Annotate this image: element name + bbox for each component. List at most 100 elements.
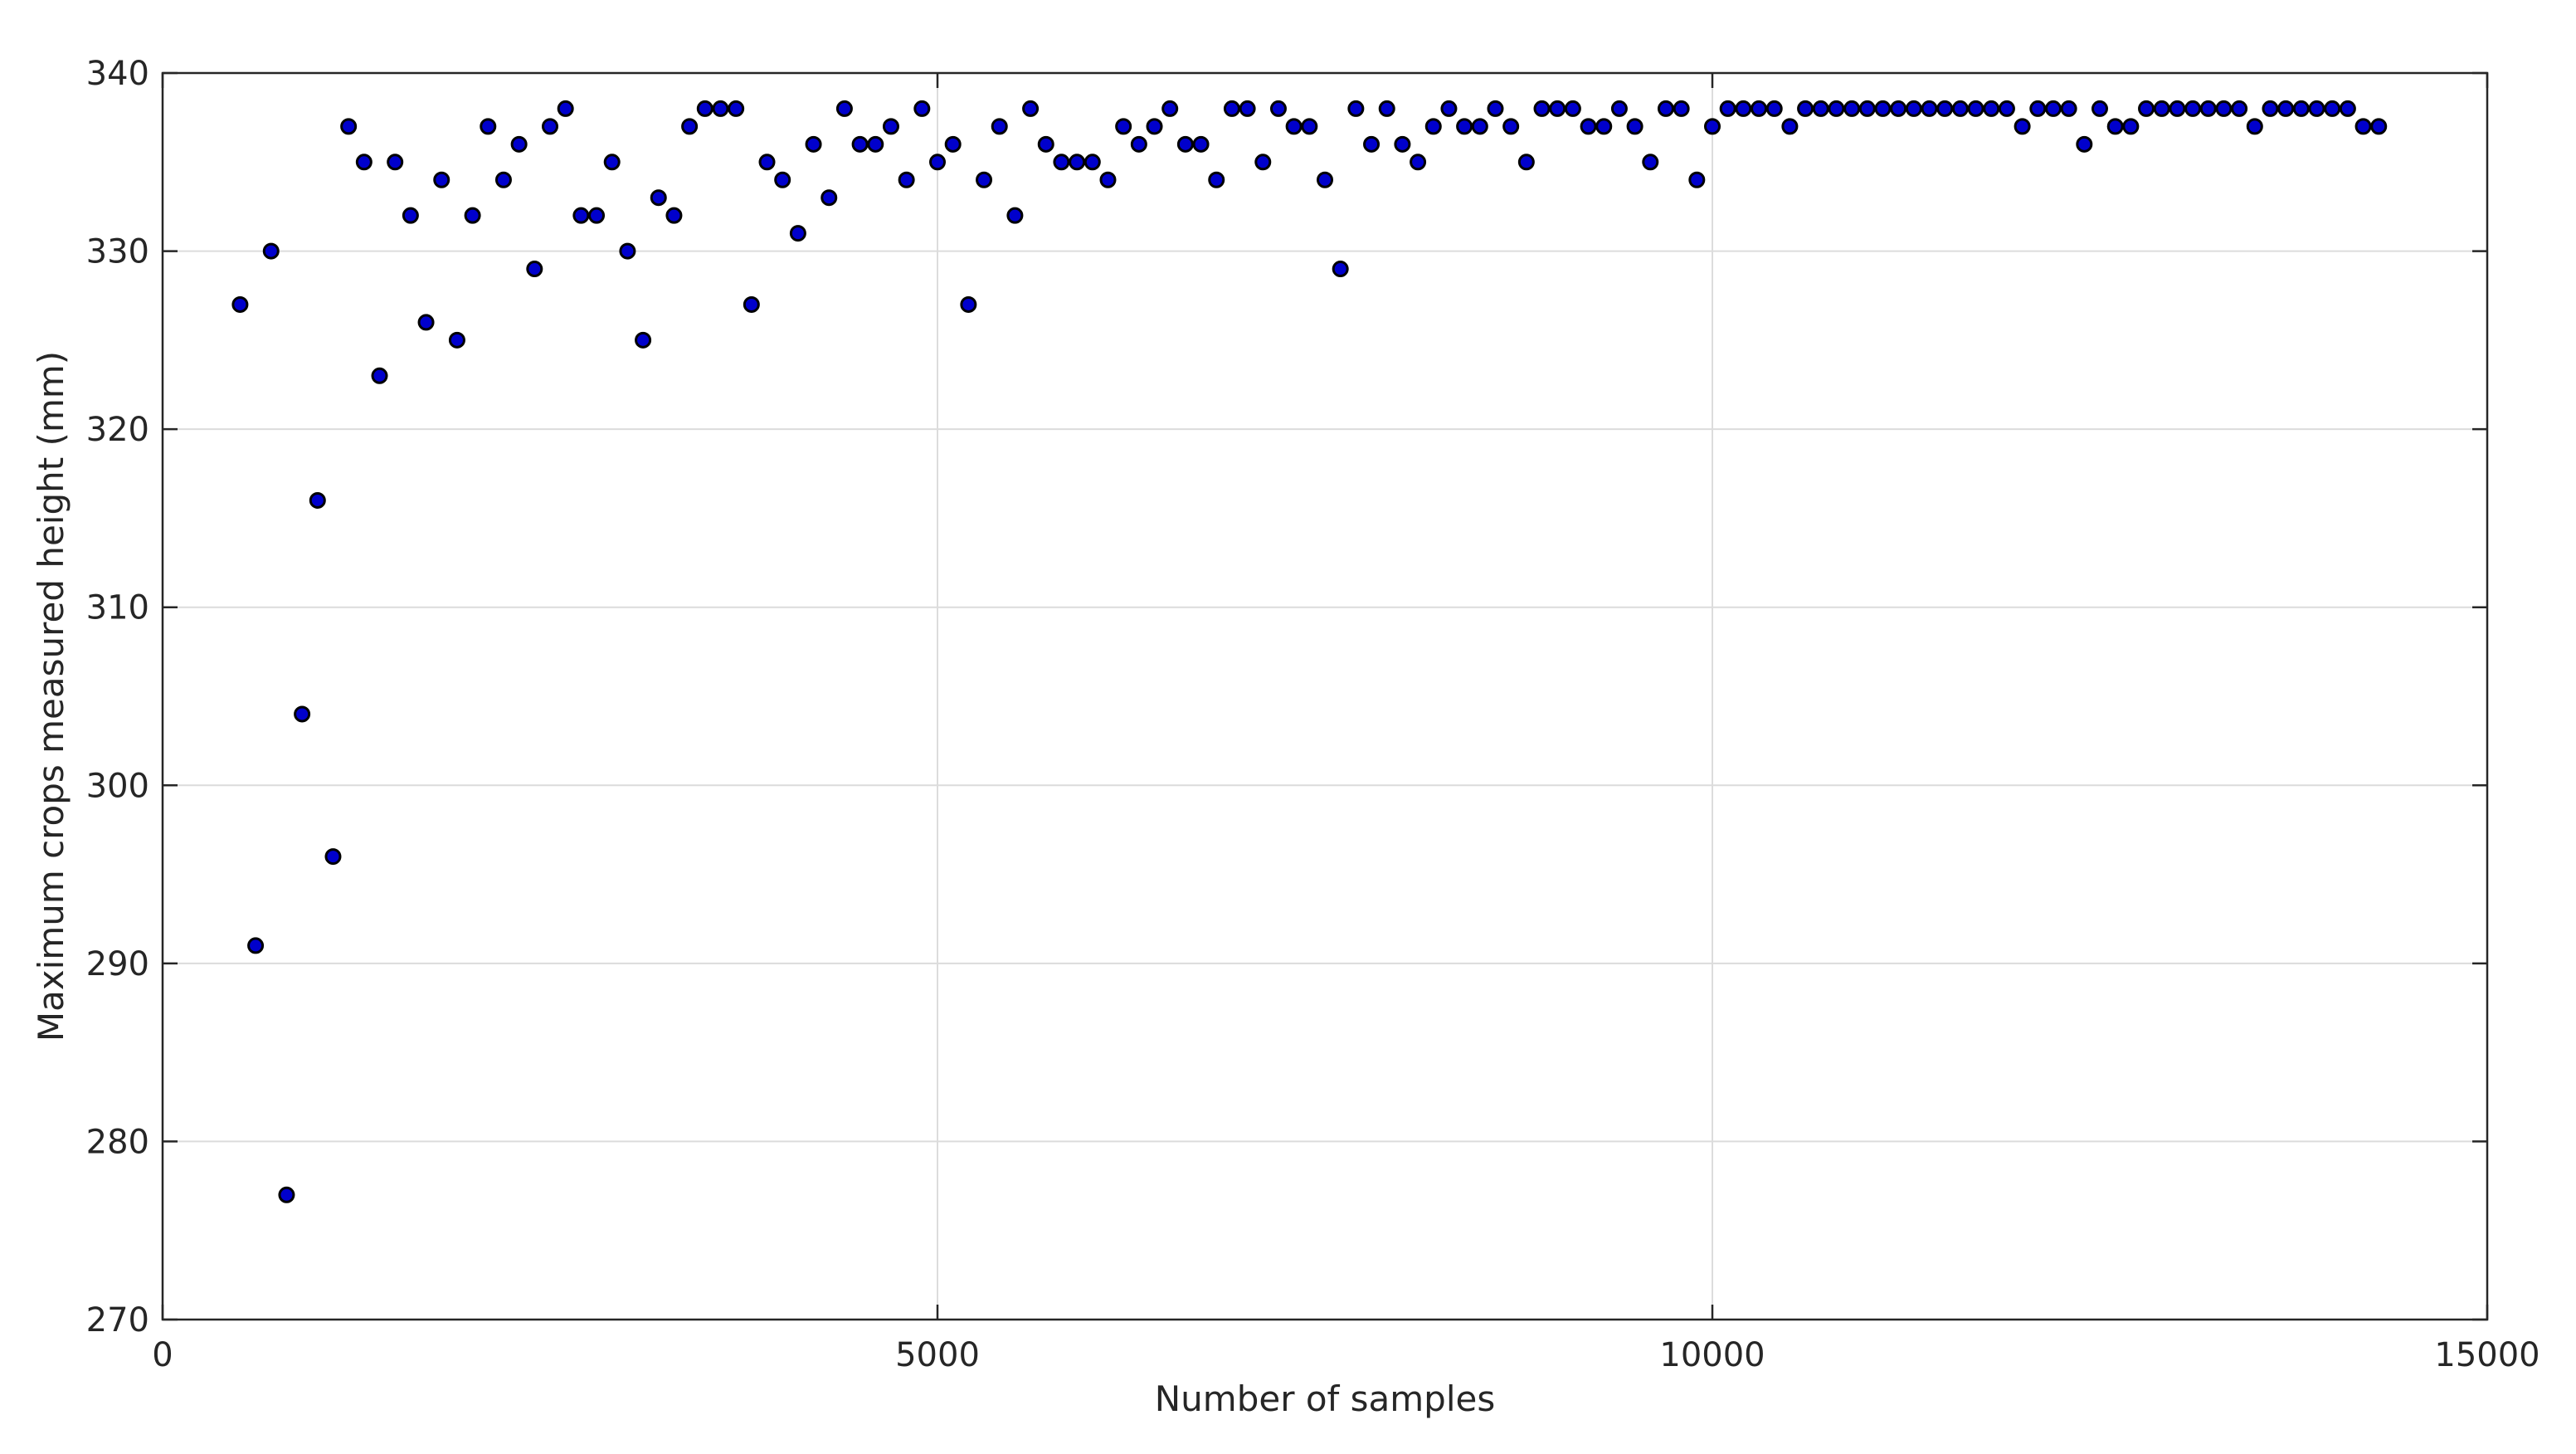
data-point <box>1176 135 1194 153</box>
data-point <box>976 171 993 188</box>
data-point <box>1146 118 1163 135</box>
data-point <box>619 242 636 260</box>
data-point <box>821 189 838 207</box>
data-point <box>913 100 931 117</box>
data-point <box>1983 100 2000 117</box>
data-point <box>542 118 558 135</box>
data-point <box>1549 100 1566 117</box>
data-point <box>789 225 806 242</box>
data-point <box>1564 100 1581 117</box>
data-point <box>1843 100 1861 117</box>
data-point <box>1765 100 1783 117</box>
data-point <box>2060 100 2077 117</box>
y-tick-label: 270 <box>86 1301 149 1339</box>
y-tick-label: 340 <box>86 55 149 93</box>
data-point <box>1828 100 1845 117</box>
data-point <box>2277 100 2295 117</box>
data-point <box>1410 154 1427 171</box>
data-point <box>1874 100 1892 117</box>
data-point <box>2029 100 2047 117</box>
data-point <box>2246 118 2263 135</box>
data-point <box>696 100 713 117</box>
data-point <box>1781 118 1799 135</box>
data-point <box>805 135 822 153</box>
data-point <box>1812 100 1829 117</box>
data-point <box>2199 100 2217 117</box>
data-point <box>1208 171 1225 188</box>
data-point <box>2138 100 2155 117</box>
data-point <box>1363 135 1381 153</box>
data-point <box>1998 100 2015 117</box>
data-point <box>231 295 249 313</box>
data-point <box>402 207 419 224</box>
data-point <box>464 207 481 224</box>
x-tick-label: 0 <box>152 1336 173 1374</box>
data-point <box>371 367 388 384</box>
data-point <box>2169 100 2186 117</box>
data-point <box>433 171 450 188</box>
data-point <box>1936 100 1954 117</box>
data-point <box>2122 118 2140 135</box>
data-point <box>1037 135 1054 153</box>
data-point <box>262 242 280 260</box>
data-point <box>2324 100 2341 117</box>
data-point <box>898 171 915 188</box>
data-point <box>944 135 962 153</box>
data-point <box>1890 100 1907 117</box>
axis-ticks: 0 5000 10000 15000 270 280 290 300 310 320 330 340 <box>86 55 2540 1374</box>
data-point <box>1440 100 1458 117</box>
data-point <box>665 207 683 224</box>
data-point <box>340 118 358 135</box>
data-point <box>1223 100 1240 117</box>
data-point <box>588 207 606 224</box>
data-point <box>1719 100 1736 117</box>
data-point <box>1595 118 1613 135</box>
y-axis-label: Maximum crops measured height (mm) <box>31 351 71 1042</box>
data-point <box>2014 118 2031 135</box>
y-tick-label: 330 <box>86 233 149 271</box>
data-point <box>1099 171 1117 188</box>
data-point <box>1317 171 1333 188</box>
data-point <box>1951 100 1969 117</box>
data-point <box>480 118 497 135</box>
data-point <box>1580 118 1597 135</box>
data-point <box>743 295 760 313</box>
plot-area-frame <box>161 71 2489 1321</box>
data-point <box>2308 100 2325 117</box>
data-point <box>2370 118 2388 135</box>
data-point <box>2262 100 2279 117</box>
data-point <box>1332 261 1349 278</box>
data-point <box>1192 135 1210 153</box>
data-point <box>2044 100 2062 117</box>
data-point <box>417 314 435 331</box>
data-point <box>355 154 373 171</box>
data-point <box>324 848 342 866</box>
data-point <box>1471 118 1488 135</box>
data-point <box>1115 118 1132 135</box>
data-point <box>1688 171 1706 188</box>
data-point <box>681 118 699 135</box>
data-point <box>1378 100 1395 117</box>
y-tick-label: 290 <box>86 945 149 983</box>
data-points <box>231 100 2388 1203</box>
data-point <box>572 207 590 224</box>
data-point <box>1673 100 1690 117</box>
data-point <box>851 135 869 153</box>
data-point <box>1967 100 1984 117</box>
data-point <box>2215 100 2233 117</box>
data-point <box>774 171 791 188</box>
data-point <box>728 100 745 117</box>
y-tick-label: 310 <box>86 589 149 627</box>
data-point <box>1424 118 1442 135</box>
data-point <box>1751 100 1768 117</box>
data-point <box>1642 154 1659 171</box>
data-point <box>2292 100 2310 117</box>
y-tick-label: 280 <box>86 1123 149 1161</box>
data-point <box>2354 118 2372 135</box>
data-point <box>1502 118 1520 135</box>
data-point <box>2153 100 2170 117</box>
data-point <box>2231 100 2248 117</box>
data-point <box>510 135 528 153</box>
